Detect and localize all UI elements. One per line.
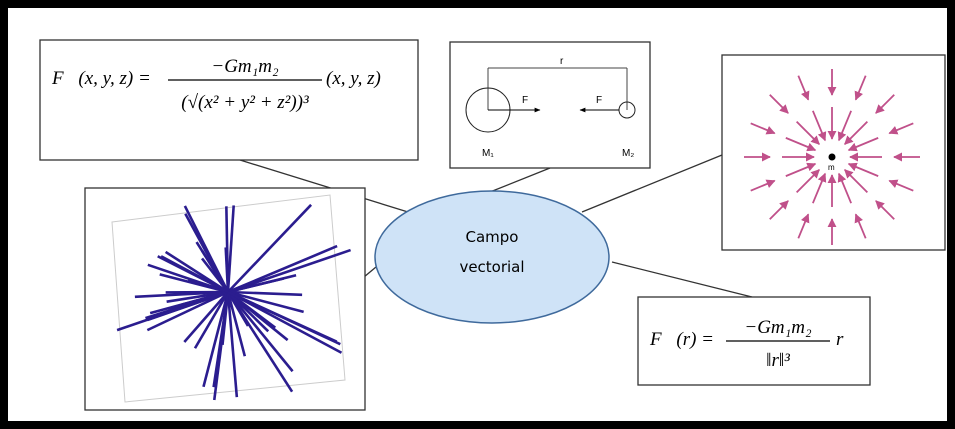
box — [722, 55, 945, 250]
force-label: F — [522, 95, 528, 106]
point-mass — [829, 154, 836, 161]
box — [450, 42, 650, 168]
radial-field-box: m — [722, 55, 945, 250]
formula-numerator: −Gm₁m₂ — [211, 56, 279, 77]
formula-denominator: (√(x² + y² + z²))³ — [181, 92, 309, 113]
formula-lhs: F⃗(x, y, z) = — [51, 68, 151, 89]
center-node — [375, 191, 609, 323]
diagram: Campo vectorial F⃗(x, y, z) = −Gm₁m₂ (√(… — [0, 0, 955, 429]
formula-tail: (x, y, z) — [326, 68, 381, 89]
formula-lhs: F⃗(r) = — [649, 329, 714, 350]
gravity-box: r F F M₁ M₂ — [450, 42, 650, 168]
formula-numerator: −Gm₁m₂ — [744, 317, 812, 338]
formula-denominator: ‖r‖³ — [766, 350, 790, 371]
mass-label: M₁ — [482, 148, 494, 159]
formula-r-box: F⃗(r) = −Gm₁m₂ ‖r‖³ r — [638, 297, 870, 385]
mass-label: M₂ — [622, 148, 634, 159]
formula-xyz-box: F⃗(x, y, z) = −Gm₁m₂ (√(x² + y² + z²))³ … — [40, 40, 418, 160]
field-line — [226, 206, 228, 292]
center-label: Campo — [466, 228, 519, 246]
formula-tail: r — [836, 329, 844, 350]
center-label: vectorial — [459, 258, 524, 276]
force-label: F — [596, 95, 602, 106]
point-label: m — [828, 163, 835, 172]
field-3d-box — [85, 188, 365, 410]
